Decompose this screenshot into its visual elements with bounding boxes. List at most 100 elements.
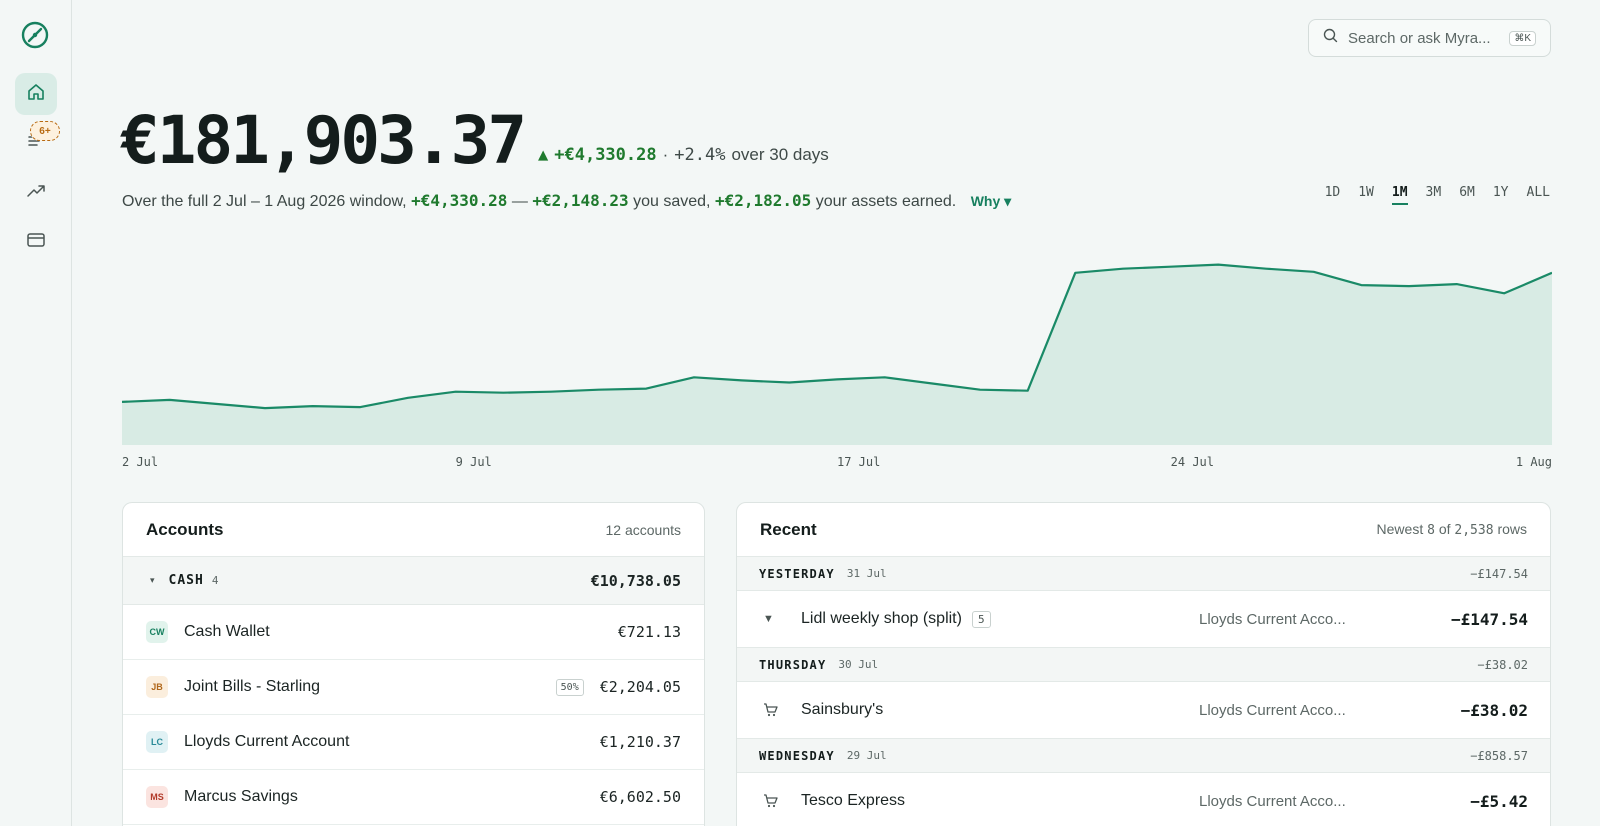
- x-tick-label: 24 Jul: [1170, 455, 1215, 469]
- x-tick-label: 2 Jul: [122, 455, 159, 469]
- day-header: YESTERDAY 31 Jul −£147.54: [737, 557, 1550, 591]
- account-row[interactable]: JB Joint Bills - Starling 50% €2,204.05: [123, 660, 704, 715]
- nav-cards-button[interactable]: [15, 221, 57, 263]
- cart-icon: [763, 793, 789, 809]
- range-all[interactable]: ALL: [1526, 185, 1550, 200]
- account-amount: €2,204.05: [599, 678, 681, 696]
- meta-suffix: rows: [1497, 521, 1527, 537]
- summary-total: +€4,330.28: [411, 191, 508, 210]
- day-name: YESTERDAY: [759, 566, 835, 581]
- day-date: 30 Jul: [838, 658, 879, 671]
- trending-up-icon: [26, 181, 46, 206]
- meta-shown: 8: [1427, 523, 1435, 538]
- day-name: WEDNESDAY: [759, 748, 835, 763]
- account-name: Lloyds Current Account: [184, 733, 350, 750]
- summary-dash: —: [511, 193, 528, 210]
- transaction-row[interactable]: Sainsbury's Lloyds Current Acco... −£38.…: [737, 682, 1550, 739]
- transaction-name-cell: Sainsbury's: [801, 701, 1199, 719]
- account-amount: €721.13: [617, 623, 681, 641]
- summary-earned: +€2,182.05: [714, 191, 812, 210]
- transaction-amount: −£38.02: [1460, 700, 1528, 720]
- transaction-row[interactable]: Tesco Express Lloyds Current Acco... −£5…: [737, 773, 1550, 826]
- transaction-account: Lloyds Current Acco...: [1199, 701, 1346, 719]
- nav-investments-button[interactable]: [15, 172, 57, 214]
- account-avatar: LC: [146, 731, 168, 753]
- recent-card: Recent Newest 8 of 2,538 rows YESTERDAY …: [736, 502, 1551, 826]
- day-date: 29 Jul: [846, 749, 887, 762]
- caret-down-icon[interactable]: ▼: [763, 613, 774, 625]
- day-header: WEDNESDAY 29 Jul −£858.57: [737, 739, 1550, 773]
- x-tick-label: 1 Aug: [1515, 455, 1552, 469]
- search-box[interactable]: Search or ask Myra... ⌘K: [1308, 19, 1551, 57]
- account-avatar: MS: [146, 786, 168, 808]
- account-row[interactable]: CW Cash Wallet €721.13: [123, 605, 704, 660]
- compass-icon[interactable]: [20, 20, 50, 50]
- transaction-name-cell: Tesco Express: [801, 792, 1199, 810]
- account-row[interactable]: LC Lloyds Current Account €1,210.37: [123, 715, 704, 770]
- account-amount: €1,210.37: [599, 733, 681, 751]
- transaction-account: Lloyds Current Acco...: [1199, 610, 1346, 628]
- meta-prefix: Newest: [1376, 521, 1424, 537]
- why-button[interactable]: Why ▾: [970, 193, 1012, 209]
- day-date: 31 Jul: [846, 567, 887, 580]
- transaction-name: Tesco Express: [801, 792, 906, 809]
- transaction-account: Lloyds Current Acco...: [1199, 792, 1346, 810]
- day-name: THURSDAY: [759, 657, 827, 672]
- account-row[interactable]: MS Marcus Savings €6,602.50: [123, 770, 704, 825]
- accounts-header: Accounts 12 accounts: [123, 503, 704, 557]
- transaction-amount: −£5.42: [1470, 791, 1528, 811]
- credit-card-icon: [26, 230, 46, 255]
- group-name: CASH: [168, 573, 204, 588]
- recent-count: Newest 8 of 2,538 rows: [1377, 521, 1527, 538]
- accounts-title: Accounts: [146, 519, 224, 539]
- meta-total: 2,538: [1454, 523, 1494, 538]
- range-selector: 1D 1W 1M 3M 6M 1Y ALL: [1325, 185, 1550, 205]
- notification-badge: 6+: [30, 121, 60, 141]
- cart-icon: [763, 702, 789, 718]
- recent-header: Recent Newest 8 of 2,538 rows: [737, 503, 1550, 557]
- chart-line: [122, 263, 1552, 410]
- change-period: over 30 days: [731, 145, 829, 164]
- range-1w[interactable]: 1W: [1358, 185, 1374, 200]
- net-worth-balance: €181,903.37: [120, 102, 527, 179]
- accounts-count: 12 accounts: [605, 521, 682, 538]
- account-avatar: JB: [146, 676, 168, 698]
- recent-title: Recent: [760, 519, 817, 539]
- account-group-cash[interactable]: ▾ CASH 4 €10,738.05: [123, 557, 704, 605]
- summary-earned-text: your assets earned.: [815, 193, 957, 210]
- nav-home-button[interactable]: [15, 73, 57, 115]
- range-1m[interactable]: 1M: [1391, 185, 1408, 205]
- search-placeholder: Search or ask Myra...: [1348, 29, 1491, 47]
- x-tick-label: 9 Jul: [455, 455, 492, 469]
- x-tick-label: 17 Jul: [837, 455, 881, 469]
- period-summary: Over the full 2 Jul – 1 Aug 2026 window,…: [122, 191, 1011, 211]
- day-total: −£38.02: [1477, 657, 1528, 672]
- change-percent: +2.4%: [674, 145, 726, 165]
- shortcut-hint: ⌘K: [1509, 30, 1536, 46]
- share-tag: 50%: [555, 678, 584, 696]
- summary-saved-text: you saved,: [633, 193, 711, 210]
- account-amount: €6,602.50: [599, 788, 681, 806]
- account-avatar: CW: [146, 621, 168, 643]
- up-arrow-icon: ▲: [538, 145, 549, 165]
- search-icon: [1323, 28, 1338, 48]
- summary-saved: +€2,148.23: [532, 191, 629, 210]
- change-amount: +€4,330.28: [554, 145, 657, 165]
- day-header: THURSDAY 30 Jul −£38.02: [737, 648, 1550, 682]
- range-1d[interactable]: 1D: [1324, 185, 1341, 200]
- transaction-row[interactable]: ▼ Lidl weekly shop (split) 5 Lloyds Curr…: [737, 591, 1550, 648]
- range-6m[interactable]: 6M: [1459, 185, 1475, 200]
- split-count: 5: [971, 610, 991, 628]
- range-3m[interactable]: 3M: [1425, 185, 1442, 200]
- chart-x-axis: 2 Jul 9 Jul 17 Jul 24 Jul 1 Aug: [122, 455, 1552, 471]
- change-separator: ·: [662, 145, 669, 164]
- account-name: Cash Wallet: [184, 623, 270, 640]
- transaction-name: Lidl weekly shop (split): [801, 610, 962, 627]
- sidebar: 6+: [0, 0, 72, 826]
- day-total: −£858.57: [1470, 748, 1528, 763]
- account-name: Marcus Savings: [184, 788, 298, 805]
- range-1y[interactable]: 1Y: [1492, 185, 1509, 200]
- net-worth-chart[interactable]: [122, 240, 1552, 445]
- transaction-name: Sainsbury's: [801, 701, 884, 718]
- chart-area: [122, 264, 1552, 445]
